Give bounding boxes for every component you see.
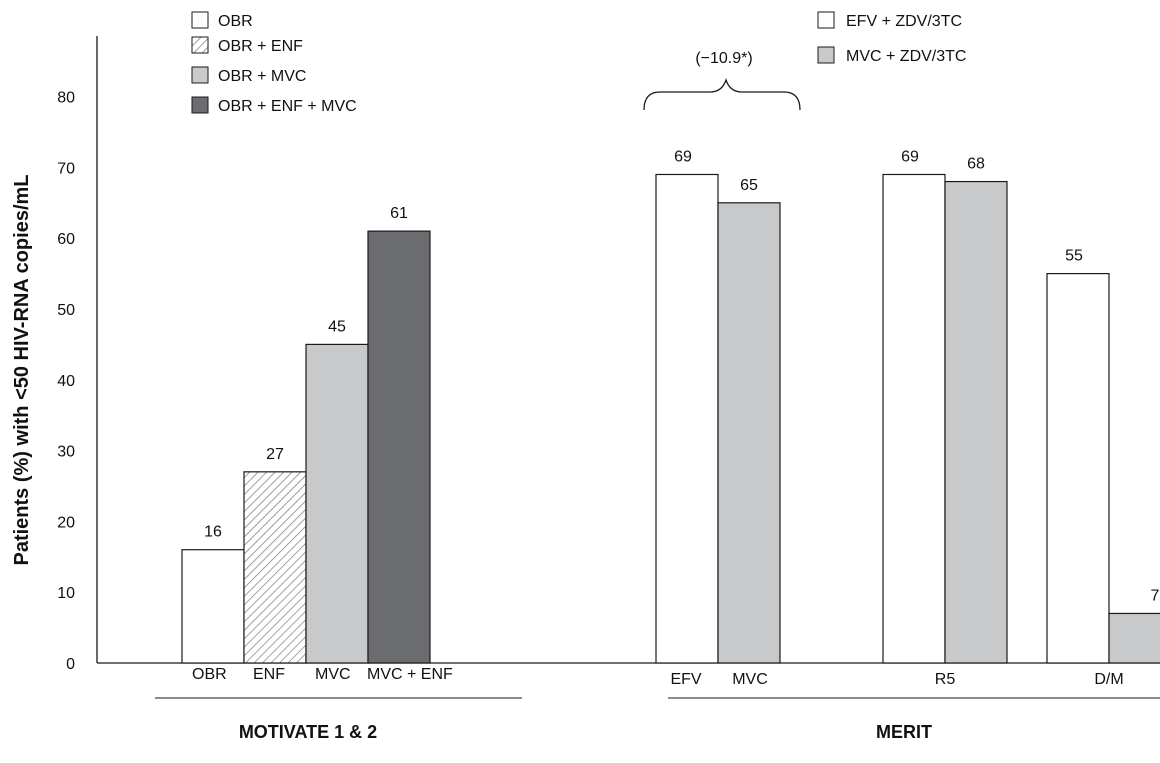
bar [655,173,719,664]
bar [367,230,431,664]
x-tick-label: MVC [732,671,768,688]
x-tick-label: EFV [670,671,701,688]
x-tick-label: MVC [315,666,351,683]
x-tick-label: R5 [935,671,956,688]
bar-value-label: 27 [266,446,284,463]
y-tick-label: 20 [57,514,75,531]
bars [181,173,1160,664]
bar-value-label: 16 [204,524,222,541]
legend-swatch [191,36,209,54]
y-tick-label: 80 [57,90,75,107]
group-label: MOTIVATE 1 & 2 [239,722,377,742]
legend-label: OBR + MVC [218,68,306,85]
y-tick-label: 70 [57,160,75,177]
axes: 0 10 20 30 40 50 60 70 80 Patients (%) with <50 H… [11,36,1160,699]
comparison-brace [643,77,801,111]
y-tick-label: 40 [57,373,75,390]
legend-label: OBR + ENF [218,38,303,55]
bar [1046,273,1110,664]
bar-value-label: 68 [967,156,985,173]
legend-label: EFV + ZDV/3TC [846,13,962,30]
bar-value-label: 69 [901,148,919,165]
group-label: MERIT [876,722,932,742]
y-tick-label: 60 [57,231,75,248]
bar [243,471,307,664]
bar-value-label: 7 [1151,587,1160,604]
bar [1108,612,1160,664]
y-tick-label: 50 [57,302,75,319]
legend-swatch [191,11,209,29]
y-tick-label: 30 [57,444,75,461]
bar [944,180,1008,664]
x-tick-label: OBR [192,666,227,683]
labels: 16 27 45 61 OBR ENF MVC MVC + ENF MOTIVATE 1 & 2… [192,50,1160,742]
legend-label: OBR + ENF + MVC [218,98,357,115]
difference-annotation: (−10.9*) [695,50,752,67]
bar-value-label: 55 [1065,248,1083,265]
bar-value-label: 45 [328,318,346,335]
bar-value-label: 61 [390,205,408,222]
bar [181,549,245,664]
bar [882,173,946,664]
y-axis-title: Patients (%) with <50 HIV-RNA copies/mL [11,174,33,565]
legend-swatch [817,11,835,29]
y-tick-label: 0 [66,656,75,673]
x-tick-label: ENF [253,666,285,683]
legend-swatch [191,96,209,114]
legend: OBR OBR + ENF OBR + MVC OBR + ENF + MVC EFV … [191,11,966,115]
bar [717,202,781,664]
bar-value-label: 65 [740,177,758,194]
legend-label: MVC + ZDV/3TC [846,48,966,65]
legend-swatch [817,46,835,64]
bar [305,343,369,664]
x-tick-label: MVC + ENF [367,666,453,683]
legend-swatch [191,66,209,84]
y-tick-label: 10 [57,585,75,602]
legend-label: OBR [218,13,253,30]
bar-value-label: 69 [674,148,692,165]
x-tick-label: D/M [1094,671,1123,688]
